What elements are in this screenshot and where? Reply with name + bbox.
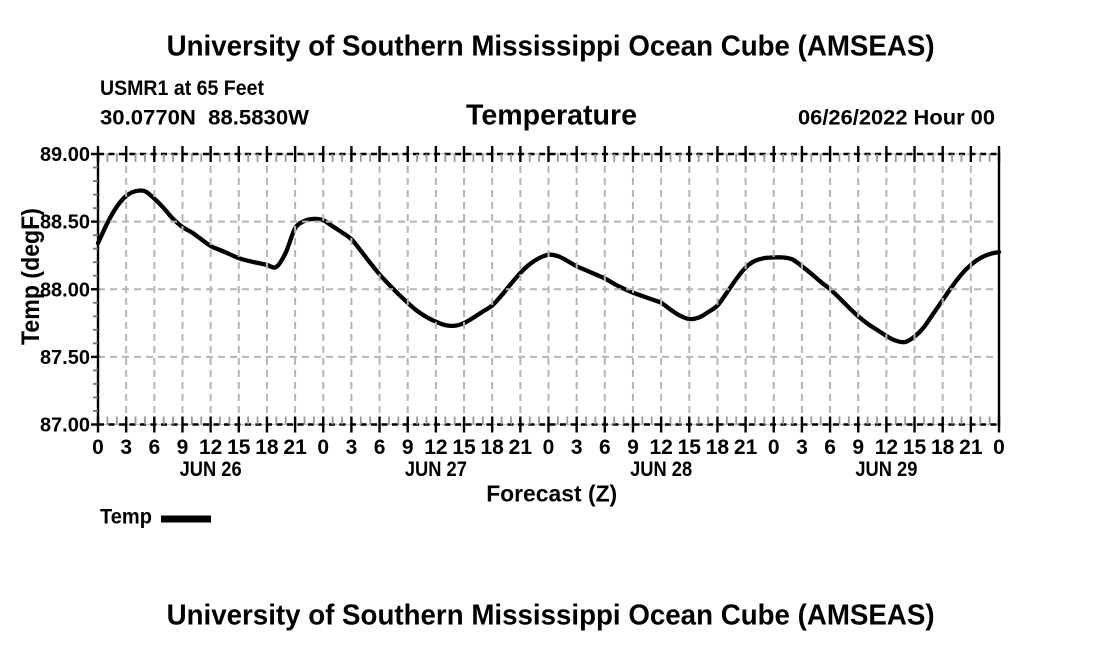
x-tick-label: 3 [796, 436, 808, 459]
legend-label: Temp [100, 506, 152, 529]
x-tick-label: 3 [120, 436, 132, 459]
x-tick-label: 0 [543, 436, 555, 459]
y-axis-title: Temp (degF) [17, 208, 45, 345]
y-tick-label: 88.50 [40, 212, 90, 234]
x-tick-label: 15 [678, 436, 702, 459]
x-tick-label: 15 [452, 436, 476, 459]
x-tick-label: 12 [649, 436, 672, 459]
x-tick-label: 9 [627, 436, 639, 459]
x-tick-label: 9 [852, 436, 864, 459]
x-tick-label: 0 [92, 436, 104, 459]
station-label: USMR1 at 65 Feet [100, 77, 264, 100]
x-tick-label: 0 [317, 436, 329, 459]
x-tick-label: 21 [734, 436, 758, 459]
x-tick-label: 0 [993, 436, 1005, 459]
x-tick-label: 21 [959, 436, 983, 459]
x-day-labels: JUN 26 JUN 27 JUN 28 JUN 29 [180, 458, 918, 481]
x-tick-label: 21 [283, 436, 307, 459]
x-tick-label: 15 [227, 436, 251, 459]
x-tick-label: 9 [177, 436, 189, 459]
y-tick-label: 87.50 [40, 347, 90, 369]
x-tick-label: 12 [199, 436, 222, 459]
x-tick-label: 0 [768, 436, 780, 459]
x-tick-label: 12 [424, 436, 447, 459]
x-tick-label: 6 [374, 436, 386, 459]
x-day-label: JUN 28 [630, 458, 692, 481]
x-tick-label: 18 [255, 436, 279, 459]
run-date-label: 06/26/2022 Hour 00 [798, 107, 995, 130]
y-tick-label: 88.00 [40, 279, 90, 301]
x-tick-label: 6 [148, 436, 160, 459]
horizontal-gridlines [98, 220, 999, 358]
y-tick-label: 87.00 [40, 415, 90, 437]
x-tick-label: 18 [481, 436, 505, 459]
legend-line-swatch [161, 515, 211, 523]
y-tick-labels: 87.00 87.50 88.00 88.50 89.00 [40, 144, 90, 437]
variable-title: Temperature [466, 100, 637, 132]
coordinates-label: 30.0770N 88.5830W [100, 107, 309, 130]
x-tick-label: 3 [346, 436, 358, 459]
x-day-label: JUN 27 [405, 458, 467, 481]
x-tick-label: 18 [931, 436, 955, 459]
next-panel-title: University of Southern Mississippi Ocean… [167, 600, 935, 632]
x-tick-labels: 0 3 6 9 12 15 18 21 0 3 6 9 12 15 18 21 0 3 6 9 12 15 18 21 0 3 6 9… [92, 436, 1005, 459]
page-title: University of Southern Mississippi Ocean… [167, 31, 935, 63]
x-tick-label: 3 [571, 436, 583, 459]
x-day-label: JUN 26 [180, 458, 242, 481]
axis-ticks [91, 146, 1001, 433]
x-tick-label: 9 [402, 436, 414, 459]
x-tick-label: 12 [875, 436, 898, 459]
x-tick-label: 6 [599, 436, 611, 459]
x-tick-label: 21 [509, 436, 533, 459]
x-day-label: JUN 29 [855, 458, 917, 481]
x-tick-label: 15 [903, 436, 927, 459]
y-tick-label: 89.00 [40, 144, 90, 166]
x-axis-title: Forecast (Z) [486, 481, 617, 507]
x-tick-label: 6 [824, 436, 836, 459]
x-tick-label: 18 [706, 436, 730, 459]
